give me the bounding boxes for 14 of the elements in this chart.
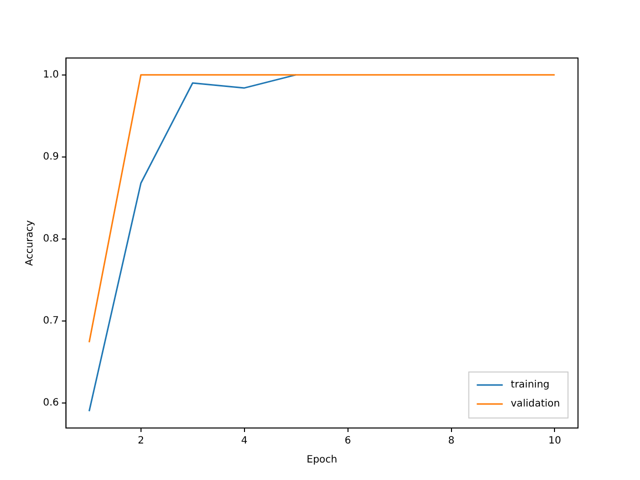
legend-label: training [510, 380, 550, 391]
y-tick-label: 0.6 [42, 398, 59, 409]
x-tick-label: 4 [241, 436, 248, 447]
x-tick-label: 10 [548, 436, 562, 447]
x-tick-label: 8 [448, 436, 454, 447]
y-tick-label: 0.7 [42, 316, 59, 327]
y-tick-label: 0.9 [42, 151, 59, 162]
x-tick-label: 6 [344, 436, 352, 447]
y-axis-title: Accuracy [24, 220, 36, 266]
x-axis-title: Epoch [306, 454, 338, 466]
x-tick-label: 2 [138, 436, 144, 447]
legend-label: validation [510, 398, 560, 410]
y-tick-label: 0.8 [42, 233, 59, 244]
y-tick-label: 1.0 [42, 69, 59, 80]
